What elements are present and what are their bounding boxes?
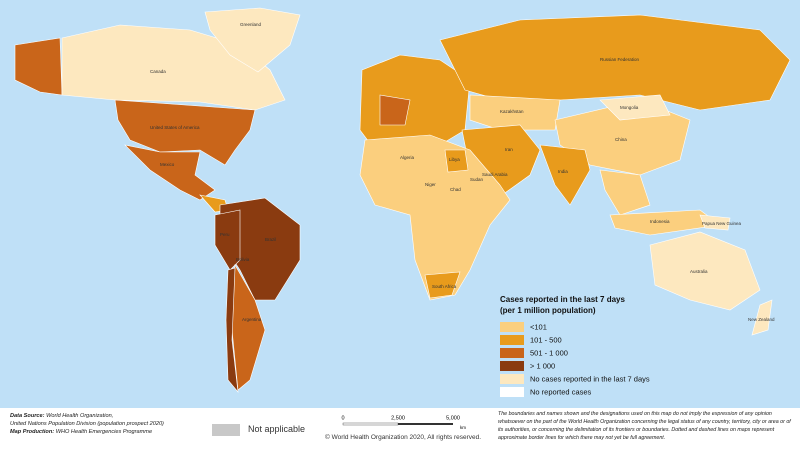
scale-label: 2,500 bbox=[391, 415, 405, 421]
copyright: © World Health Organization 2020, All ri… bbox=[325, 434, 482, 441]
legend-swatch bbox=[500, 335, 524, 345]
legend-swatch bbox=[500, 322, 524, 332]
europe bbox=[359, 54, 471, 151]
legend-swatch bbox=[500, 374, 524, 384]
country-label: New Zealand bbox=[748, 317, 775, 322]
usa bbox=[114, 99, 256, 166]
scale-unit: km bbox=[460, 425, 466, 430]
country-label: Argentina bbox=[242, 317, 262, 322]
disclaimer: The boundaries and names shown and the d… bbox=[498, 411, 791, 441]
legend: Cases reported in the last 7 days (per 1… bbox=[500, 295, 650, 397]
country-label: India bbox=[558, 169, 568, 174]
country-label: Russian Federation bbox=[600, 57, 640, 62]
se-asia bbox=[599, 169, 651, 216]
legend-swatch bbox=[500, 387, 524, 397]
western-europe bbox=[379, 94, 411, 126]
production-line: Map Production: WHO Health Emergencies P… bbox=[10, 428, 210, 436]
country-label: Chad bbox=[450, 187, 461, 192]
mongolia bbox=[599, 94, 671, 121]
scale-label: 0 bbox=[341, 415, 344, 421]
south-africa bbox=[424, 271, 461, 299]
country-label: United States of America bbox=[150, 125, 200, 130]
legend-label: > 1 000 bbox=[530, 361, 555, 370]
legend-swatch bbox=[500, 361, 524, 371]
indonesia bbox=[609, 209, 721, 236]
legend-label: 101 - 500 bbox=[530, 335, 562, 344]
mexico bbox=[124, 144, 216, 201]
countries bbox=[14, 7, 791, 393]
country-label: Libya bbox=[449, 157, 460, 162]
alaska bbox=[14, 37, 63, 96]
country-label: Niger bbox=[425, 182, 436, 187]
country-label: Sudan bbox=[470, 177, 484, 182]
legend-label: No reported cases bbox=[530, 387, 592, 396]
country-label: Mexico bbox=[160, 162, 175, 167]
text: World Health Organization, bbox=[46, 413, 114, 419]
legend-label: No cases reported in the last 7 days bbox=[530, 374, 650, 383]
country-label: Bolivia bbox=[236, 257, 250, 262]
kazakhstan bbox=[469, 94, 561, 131]
africa bbox=[359, 134, 511, 301]
country-label: Saudi Arabia bbox=[482, 172, 508, 177]
world-map: Greenland Canada United States of Americ… bbox=[0, 0, 800, 408]
scale-label: 5,000 bbox=[446, 415, 460, 421]
russia bbox=[439, 14, 791, 111]
libya bbox=[444, 149, 469, 173]
source-line: United Nations Population Division (popu… bbox=[10, 420, 210, 428]
country-label: Canada bbox=[150, 69, 166, 74]
country-label: Peru bbox=[220, 232, 230, 237]
data-source: Data Source: World Health Organization, … bbox=[10, 412, 210, 436]
source-line: Data Source: World Health Organization, bbox=[10, 412, 210, 420]
not-applicable-swatch bbox=[212, 424, 240, 436]
country-label: Greenland bbox=[240, 22, 262, 27]
india bbox=[539, 144, 591, 206]
country-label: Indonesia bbox=[650, 219, 670, 224]
text: WHO Health Emergencies Programme bbox=[55, 429, 153, 435]
country-label: South Africa bbox=[432, 284, 457, 289]
text: United Nations Population Division (popu… bbox=[10, 421, 164, 427]
country-label: Kazakhstan bbox=[500, 109, 524, 114]
papua bbox=[699, 214, 731, 231]
label: Map Production: bbox=[10, 429, 55, 435]
legend-label: <101 bbox=[530, 322, 547, 331]
country-label: China bbox=[615, 137, 627, 142]
greenland bbox=[204, 7, 301, 73]
australia bbox=[649, 231, 761, 311]
chile bbox=[225, 267, 239, 393]
legend-title: (per 1 million population) bbox=[500, 306, 596, 315]
label: Data Source: bbox=[10, 413, 45, 419]
country-label: Brazil bbox=[265, 237, 276, 242]
legend-title: Cases reported in the last 7 days bbox=[500, 295, 625, 304]
legend-label: 501 - 1 000 bbox=[530, 348, 568, 357]
country-label: Mongolia bbox=[620, 105, 639, 110]
scale-seg bbox=[342, 422, 399, 426]
country-label: Iran bbox=[505, 147, 513, 152]
country-label: Australia bbox=[690, 269, 708, 274]
new-zealand bbox=[751, 299, 773, 336]
not-applicable-label: Not applicable bbox=[248, 424, 306, 434]
country-label: Papua New Guinea bbox=[702, 221, 742, 226]
scale-bar: 0 2,500 5,000 km bbox=[341, 415, 466, 430]
country-label: Algeria bbox=[400, 155, 415, 160]
legend-swatch bbox=[500, 348, 524, 358]
